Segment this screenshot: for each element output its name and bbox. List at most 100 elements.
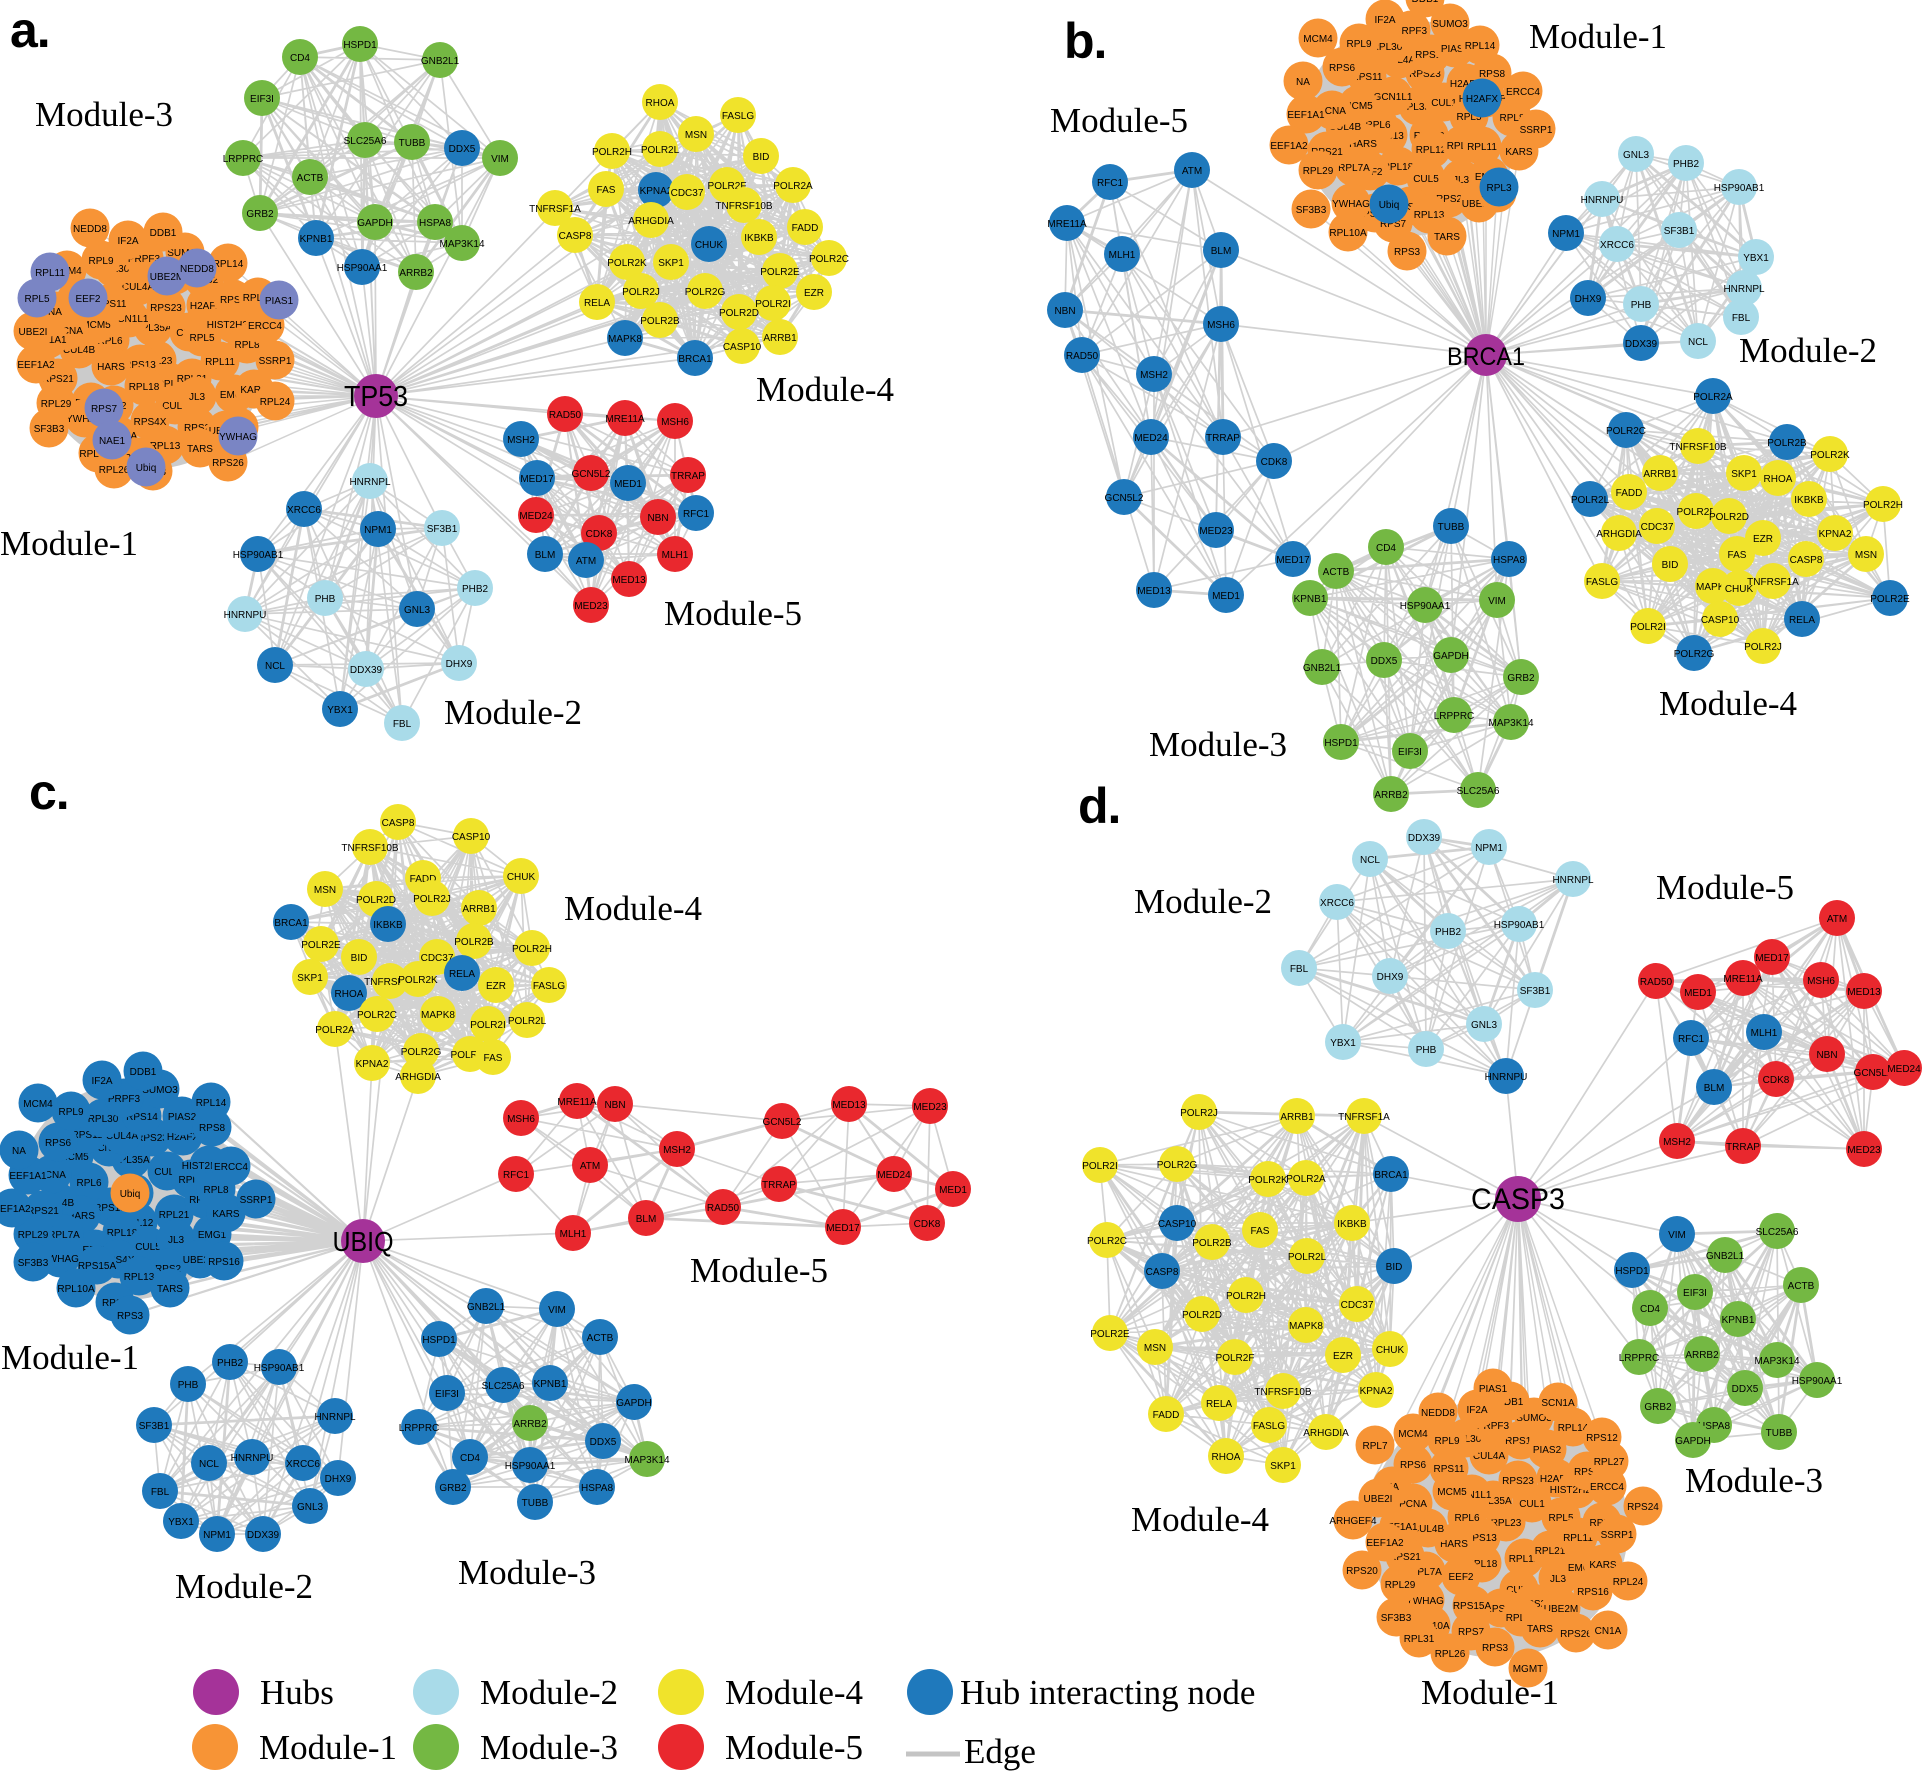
svg-text:RPL12: RPL12 xyxy=(157,379,188,390)
svg-text:EIF3I: EIF3I xyxy=(1683,1288,1707,1299)
svg-text:EEF2: EEF2 xyxy=(75,294,100,305)
svg-text:RPS6: RPS6 xyxy=(1400,1460,1427,1471)
svg-text:CUL4A: CUL4A xyxy=(106,1131,139,1142)
svg-text:SF3B1: SF3B1 xyxy=(139,1421,170,1432)
svg-text:RPS4X: RPS4X xyxy=(134,417,167,428)
svg-text:RPL29: RPL29 xyxy=(18,1230,49,1241)
svg-text:RPL5: RPL5 xyxy=(178,1175,203,1186)
svg-text:GNB2L1: GNB2L1 xyxy=(467,1302,506,1313)
svg-text:GCN1L1: GCN1L1 xyxy=(1374,92,1413,103)
svg-text:NBN: NBN xyxy=(1816,1050,1837,1061)
svg-text:RPL24: RPL24 xyxy=(260,397,291,408)
svg-text:ARRB1: ARRB1 xyxy=(763,333,797,344)
svg-text:Module-5: Module-5 xyxy=(1050,101,1188,140)
svg-text:HIST2H2BE: HIST2H2BE xyxy=(182,1161,237,1172)
svg-text:NPM1: NPM1 xyxy=(1552,229,1580,240)
svg-text:POLR2C: POLR2C xyxy=(357,1010,397,1021)
svg-text:GCN5L2: GCN5L2 xyxy=(572,469,611,480)
svg-text:VIM: VIM xyxy=(1668,1230,1686,1241)
svg-text:NA: NA xyxy=(12,1146,26,1157)
svg-text:EEF1A2: EEF1A2 xyxy=(0,1204,31,1215)
svg-text:CDK8: CDK8 xyxy=(1763,1075,1790,1086)
svg-text:RPS21: RPS21 xyxy=(42,374,74,385)
svg-text:RELA: RELA xyxy=(1789,615,1815,626)
svg-text:RPL10A: RPL10A xyxy=(57,1284,95,1295)
svg-text:POLR2H: POLR2H xyxy=(1863,500,1903,511)
svg-text:RPL6: RPL6 xyxy=(97,336,122,347)
svg-text:SKP1: SKP1 xyxy=(1270,1461,1296,1472)
svg-text:ACTB: ACTB xyxy=(297,173,324,184)
svg-text:RPL27: RPL27 xyxy=(243,293,274,304)
svg-text:Module-2: Module-2 xyxy=(175,1567,313,1606)
svg-text:SUMO3: SUMO3 xyxy=(1516,1413,1552,1424)
svg-text:CD4: CD4 xyxy=(1376,543,1396,554)
svg-text:CASP10: CASP10 xyxy=(1701,615,1740,626)
svg-text:POLR2C: POLR2C xyxy=(809,254,849,265)
svg-text:Module-3: Module-3 xyxy=(458,1553,596,1592)
svg-text:KARS: KARS xyxy=(240,385,268,396)
svg-text:NBN: NBN xyxy=(604,1100,625,1111)
svg-text:KPNA2: KPNA2 xyxy=(1360,1386,1393,1397)
svg-text:SSRP1: SSRP1 xyxy=(1520,125,1553,136)
svg-text:DHX9: DHX9 xyxy=(446,659,473,670)
svg-text:RPS16: RPS16 xyxy=(208,1257,240,1268)
svg-text:RPL8: RPL8 xyxy=(203,1185,228,1196)
svg-text:LRPPRC: LRPPRC xyxy=(1619,1353,1660,1364)
svg-text:EEF1A1: EEF1A1 xyxy=(9,1171,47,1182)
svg-text:MAPK8: MAPK8 xyxy=(1696,582,1730,593)
svg-text:MED24: MED24 xyxy=(1134,433,1168,444)
svg-text:DDB1: DDB1 xyxy=(1412,0,1439,5)
svg-text:RPS15A: RPS15A xyxy=(78,1261,117,1272)
svg-text:DHX9: DHX9 xyxy=(1377,972,1404,983)
svg-text:SUMO3: SUMO3 xyxy=(1432,19,1468,30)
svg-text:RPL11: RPL11 xyxy=(205,357,235,368)
svg-text:CASP3: CASP3 xyxy=(1471,1183,1565,1216)
svg-text:RPS21: RPS21 xyxy=(27,1206,59,1217)
svg-text:RPL13: RPL13 xyxy=(150,441,181,452)
svg-text:SF3B3: SF3B3 xyxy=(34,424,65,435)
svg-text:SLC25A6: SLC25A6 xyxy=(1457,786,1500,797)
svg-text:Module-5: Module-5 xyxy=(664,594,802,633)
svg-text:RPS4X: RPS4X xyxy=(102,1255,135,1266)
svg-text:CDC37: CDC37 xyxy=(421,953,454,964)
svg-text:DDB1: DDB1 xyxy=(130,1067,157,1078)
svg-text:RPL31: RPL31 xyxy=(1404,1634,1435,1645)
svg-text:RPS7: RPS7 xyxy=(91,404,118,415)
svg-text:FAS: FAS xyxy=(484,1053,503,1064)
svg-text:RPS2: RPS2 xyxy=(1436,194,1463,205)
svg-text:MED24: MED24 xyxy=(519,511,553,522)
svg-text:MED13: MED13 xyxy=(832,1100,866,1111)
svg-text:CASP8: CASP8 xyxy=(559,231,592,242)
svg-text:POLR2D: POLR2D xyxy=(1709,512,1749,523)
svg-text:RPS2: RPS2 xyxy=(184,423,211,434)
svg-text:POLR2H: POLR2H xyxy=(592,147,632,158)
svg-text:RPS8: RPS8 xyxy=(199,1123,226,1134)
svg-text:MSH2: MSH2 xyxy=(1140,370,1168,381)
svg-text:IF2A: IF2A xyxy=(91,1076,112,1087)
svg-text:POLR2J: POLR2J xyxy=(622,287,660,298)
svg-text:POLR2I: POLR2I xyxy=(470,1020,506,1031)
svg-text:HNRNPL: HNRNPL xyxy=(1723,284,1765,295)
svg-text:RPS3: RPS3 xyxy=(117,1311,144,1322)
svg-text:H2AFX: H2AFX xyxy=(167,1132,200,1143)
svg-text:HSP90AB1: HSP90AB1 xyxy=(1494,920,1545,931)
svg-text:Module-5: Module-5 xyxy=(725,1728,863,1767)
svg-text:MAP3K14: MAP3K14 xyxy=(439,239,484,250)
svg-text:H2AFX: H2AFX xyxy=(190,301,223,312)
svg-text:HSP90AA1: HSP90AA1 xyxy=(1792,1376,1843,1387)
svg-text:RPS11: RPS11 xyxy=(96,299,127,310)
svg-text:HNRNPL: HNRNPL xyxy=(314,1412,356,1423)
svg-text:EEF1A2: EEF1A2 xyxy=(1366,1538,1404,1549)
svg-text:RPL8: RPL8 xyxy=(1499,113,1524,124)
svg-text:CDC37: CDC37 xyxy=(1341,1300,1374,1311)
svg-text:RPL26: RPL26 xyxy=(99,465,130,476)
svg-text:GRB2: GRB2 xyxy=(1507,673,1535,684)
svg-text:MAPK8: MAPK8 xyxy=(1289,1321,1323,1332)
svg-text:YBX1: YBX1 xyxy=(1330,1038,1356,1049)
svg-text:POLR2L: POLR2L xyxy=(1288,1252,1327,1263)
svg-text:RELA: RELA xyxy=(449,969,475,980)
svg-text:POLR2I: POLR2I xyxy=(755,299,791,310)
svg-text:RPL6: RPL6 xyxy=(76,1178,101,1189)
svg-text:RFC1: RFC1 xyxy=(1097,178,1124,189)
svg-text:MED17: MED17 xyxy=(826,1223,860,1234)
